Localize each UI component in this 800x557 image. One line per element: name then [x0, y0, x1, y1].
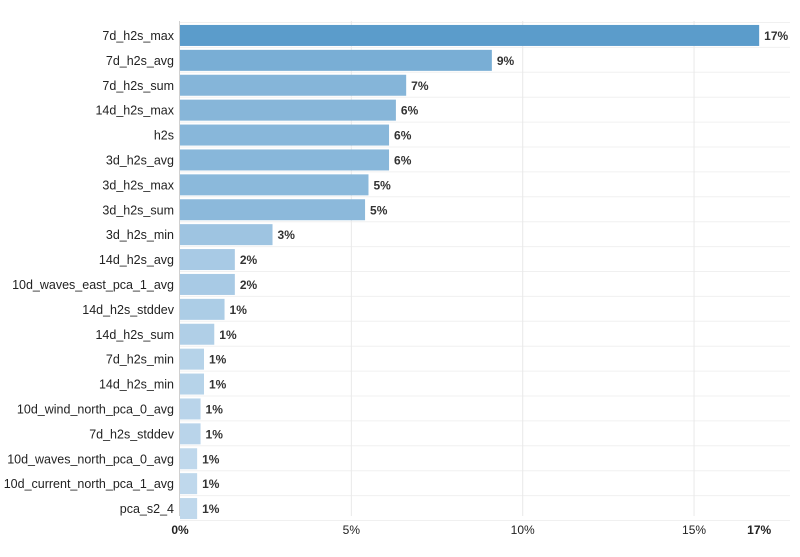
category-label: 7d_h2s_stddev [89, 427, 175, 441]
value-label: 2% [240, 278, 258, 292]
bar-10d-waves-north-pca-0-avg [180, 448, 198, 470]
x-tick-label: 0% [171, 523, 189, 537]
value-label: 2% [240, 253, 258, 267]
value-label: 1% [209, 353, 227, 367]
bar-layer [180, 24, 760, 520]
value-label: 1% [209, 378, 227, 392]
value-label: 1% [202, 452, 220, 466]
bar-3d-h2s-min [180, 224, 273, 246]
bar-7d-h2s-sum [180, 74, 407, 96]
label-layer: 7d_h2s_max 17% 7d_h2s_avg 9% 7d_h2s_sum 7% 14d… [4, 29, 789, 516]
category-label: 14d_h2s_stddev [82, 303, 174, 317]
category-label: 3d_h2s_min [106, 228, 174, 242]
category-label: 7d_h2s_sum [102, 79, 174, 93]
x-tick-label: 10% [511, 523, 535, 537]
category-label: 10d_wind_north_pca_0_avg [17, 402, 174, 416]
value-label: 9% [497, 54, 515, 68]
bar-7d-h2s-max [180, 24, 760, 46]
x-tick-label: 17% [747, 523, 771, 537]
bar-3d-h2s-max [180, 174, 369, 196]
value-label: 1% [202, 477, 220, 491]
category-label: 14d_h2s_min [99, 378, 174, 392]
value-label: 1% [206, 402, 224, 416]
category-label: 14d_h2s_avg [99, 253, 174, 267]
bar-h2s [180, 124, 390, 146]
category-label: 14d_h2s_max [95, 104, 174, 118]
x-tick-label: 15% [682, 523, 706, 537]
category-label: 14d_h2s_sum [95, 328, 174, 342]
category-label: 3d_h2s_max [102, 178, 174, 192]
bar-3d-h2s-avg [180, 149, 390, 171]
value-label: 3% [278, 228, 296, 242]
value-label: 1% [202, 502, 220, 516]
category-label: pca_s2_4 [120, 502, 174, 516]
category-label: 10d_waves_north_pca_0_avg [7, 452, 174, 466]
category-label: 10d_current_north_pca_1_avg [4, 477, 174, 491]
bar-7d-h2s-min [180, 348, 204, 370]
bar-10d-waves-east-pca-1-avg [180, 273, 235, 295]
category-label: 3d_h2s_sum [102, 203, 174, 217]
x-axis: 0% 5% 10% 15% 17% [171, 523, 771, 537]
category-label: 3d_h2s_avg [106, 153, 174, 167]
value-label: 1% [206, 427, 224, 441]
value-label: 17% [764, 29, 788, 43]
x-tick-label: 5% [343, 523, 361, 537]
category-label: h2s [154, 129, 174, 143]
bar-3d-h2s-sum [180, 199, 366, 221]
value-label: 5% [370, 203, 388, 217]
bar-7d-h2s-stddev [180, 423, 201, 445]
bar-14d-h2s-sum [180, 323, 215, 345]
bar-pca-s2-4 [180, 498, 198, 520]
bar-14d-h2s-stddev [180, 298, 225, 320]
bar-10d-current-north-pca-1-avg [180, 473, 198, 495]
value-label: 5% [373, 178, 391, 192]
bar-14d-h2s-max [180, 99, 396, 121]
category-label: 7d_h2s_avg [106, 54, 174, 68]
bar-10d-wind-north-pca-0-avg [180, 398, 201, 420]
value-label: 1% [219, 328, 237, 342]
value-label: 1% [230, 303, 248, 317]
bar-7d-h2s-avg [180, 49, 492, 71]
category-label: 7d_h2s_max [102, 29, 174, 43]
value-label: 6% [401, 104, 419, 118]
value-label: 6% [394, 129, 412, 143]
bar-14d-h2s-min [180, 373, 204, 395]
value-label: 7% [411, 79, 429, 93]
category-label: 10d_waves_east_pca_1_avg [12, 278, 174, 292]
value-label: 6% [394, 153, 412, 167]
grid-layer [179, 21, 790, 521]
bar-14d-h2s-avg [180, 249, 235, 271]
category-label: 7d_h2s_min [106, 353, 174, 367]
